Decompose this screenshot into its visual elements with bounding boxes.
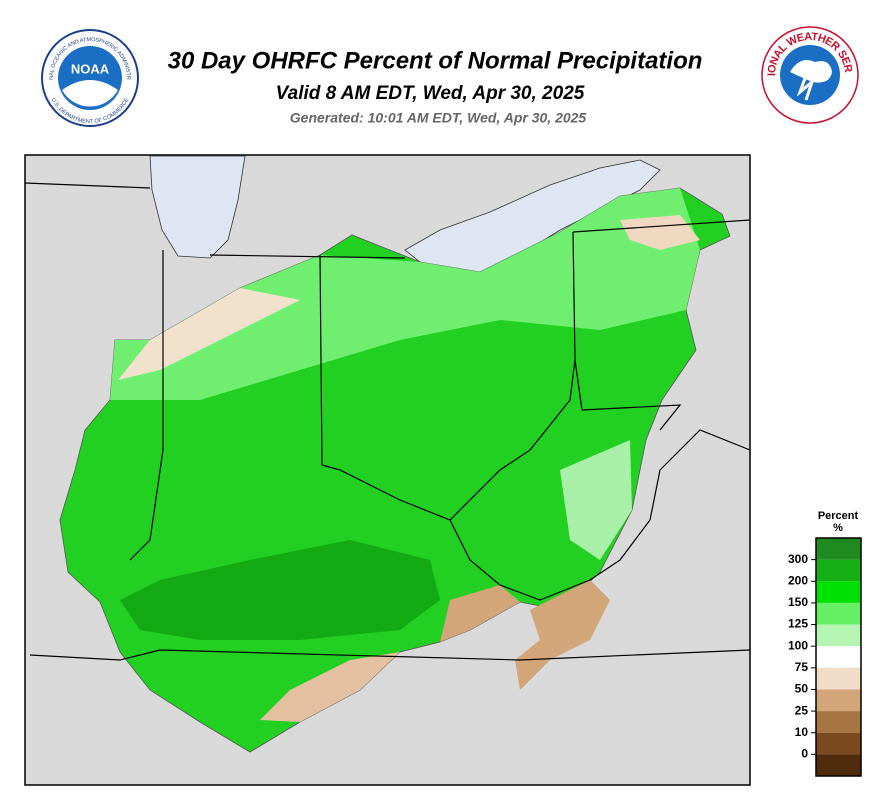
border xyxy=(29,649,751,661)
legend-tick-label: 25 xyxy=(795,703,809,717)
legend-swatch xyxy=(816,581,861,603)
legend-swatch xyxy=(816,538,861,560)
dry-area xyxy=(440,585,520,642)
legend-swatch xyxy=(816,711,861,733)
legend-swatch xyxy=(816,646,861,668)
legend-tick-label: 75 xyxy=(795,660,809,674)
map xyxy=(24,154,751,786)
border xyxy=(449,429,751,601)
legend-tick-label: 0 xyxy=(801,747,808,761)
legend-tick-label: 200 xyxy=(788,573,808,587)
logo-label: NOAA xyxy=(71,61,110,76)
legend-swatch xyxy=(816,624,861,647)
border xyxy=(209,254,406,259)
legend-tick-label: 100 xyxy=(788,638,808,652)
legend-tick-label: 150 xyxy=(788,595,808,609)
legend-swatch xyxy=(816,667,861,690)
legend-swatch xyxy=(816,602,861,625)
logo-bolt xyxy=(796,69,816,101)
logo-gull xyxy=(62,80,118,107)
legend-title: Percent xyxy=(818,510,859,522)
valid-time: Valid 8 AM EDT, Wed, Apr 30, 2025 xyxy=(276,83,585,104)
noaa-logo: NOAA NATIONAL OCEANIC AND ATMOSPHERIC AD… xyxy=(0,0,139,127)
dry-area xyxy=(260,652,400,722)
border xyxy=(24,182,151,189)
legend-swatch xyxy=(816,732,861,755)
border xyxy=(574,359,682,431)
legend-swatch xyxy=(816,754,861,776)
light-green-area xyxy=(110,188,700,400)
dry-area xyxy=(515,580,610,690)
legend-swatch xyxy=(816,559,861,582)
legend-tick-label: 125 xyxy=(788,617,808,631)
legend-swatch xyxy=(816,689,861,712)
legend-tick-label: 10 xyxy=(795,725,809,739)
border xyxy=(129,250,164,561)
border xyxy=(572,219,751,233)
legend-frame xyxy=(815,537,862,777)
legend-tick-label: 50 xyxy=(795,682,809,696)
lake-michigan xyxy=(149,155,246,259)
legend-unit: % xyxy=(833,522,843,534)
title: 30 Day OHRFC Percent of Normal Precipita… xyxy=(168,47,703,74)
dry-area xyxy=(620,215,700,250)
wet-area xyxy=(120,540,440,640)
border xyxy=(319,231,576,521)
logo-cloud xyxy=(790,59,832,83)
generated-time: Generated: 10:01 AM EDT, Wed, Apr 30, 20… xyxy=(290,110,587,126)
light-green-area xyxy=(560,440,632,560)
state-borders xyxy=(24,182,751,661)
legend-tick-label: 300 xyxy=(788,552,808,566)
